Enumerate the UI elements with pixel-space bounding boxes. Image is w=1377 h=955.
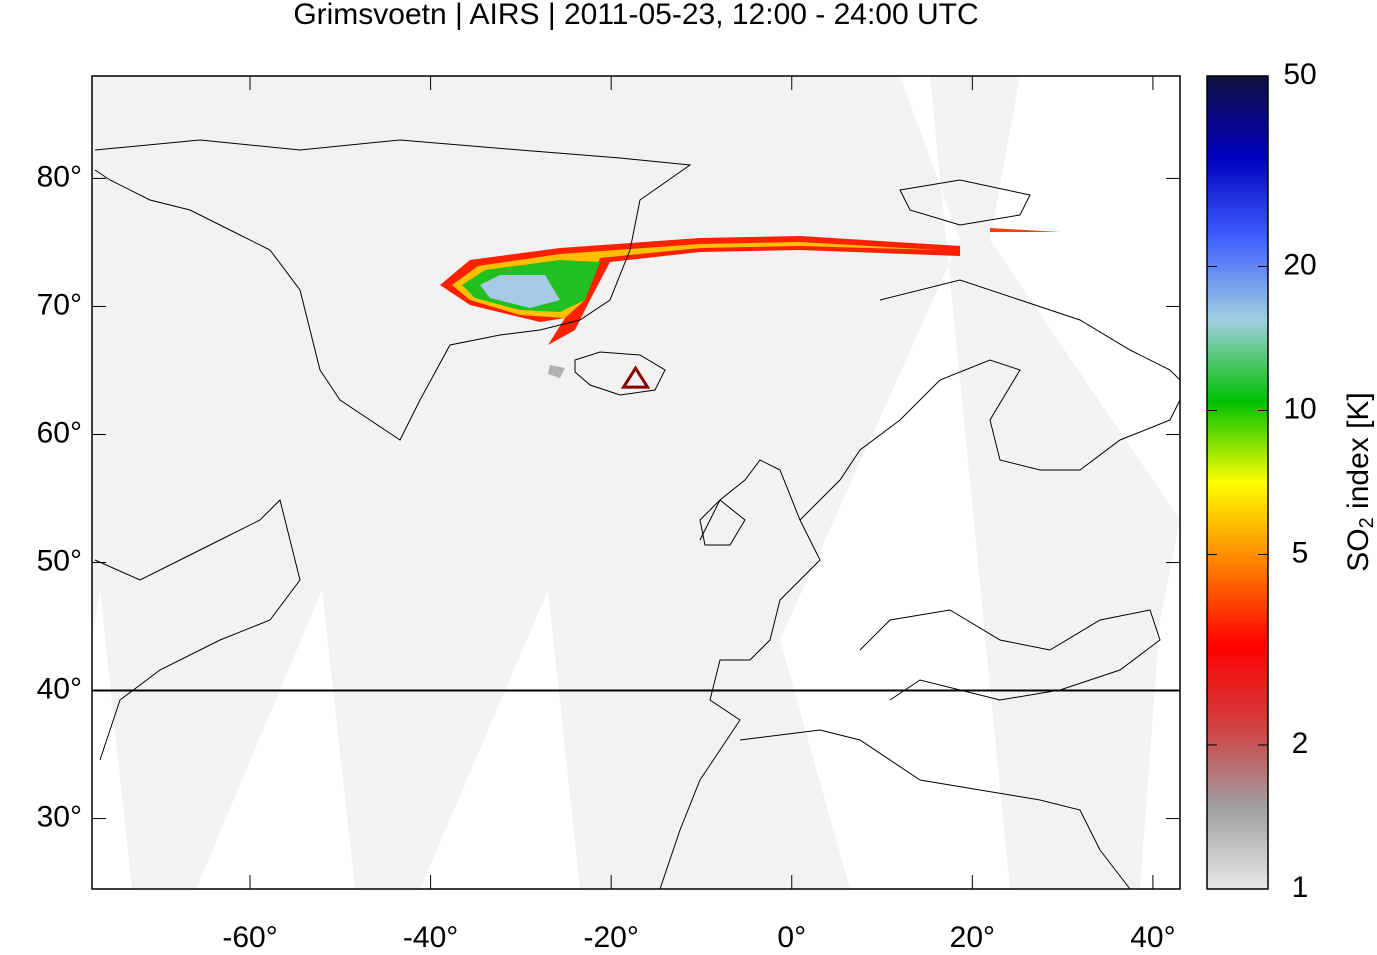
colorbar-label-rest: index [K] bbox=[1342, 392, 1375, 517]
y-tick-label: 30° bbox=[37, 801, 82, 834]
colorbar-label-sub: 2 bbox=[1356, 517, 1377, 528]
colorbar-tick-label: 2 bbox=[1292, 727, 1309, 760]
colorbar-tick-label: 1 bbox=[1292, 871, 1309, 904]
colorbar-label-main: SO bbox=[1342, 528, 1375, 571]
x-tick-label: 40° bbox=[1130, 921, 1175, 950]
swath-gaps bbox=[92, 76, 1180, 889]
y-tick-label: 40° bbox=[37, 672, 82, 705]
colorbar bbox=[1206, 75, 1269, 890]
colorbar-tick-label: 10 bbox=[1283, 392, 1316, 425]
so2-plume bbox=[440, 228, 1060, 378]
x-tick-label: 20° bbox=[950, 921, 995, 950]
y-tick-label: 60° bbox=[37, 416, 82, 449]
colorbar-label: SO2 index [K] bbox=[1342, 392, 1377, 572]
y-tick-label: 80° bbox=[37, 160, 82, 193]
volcano-marker bbox=[620, 365, 651, 389]
colorbar-tick-label: 20 bbox=[1283, 248, 1316, 281]
title: Grimsvoetn | AIRS | 2011-05-23, 12:00 - … bbox=[293, 0, 978, 31]
coastlines bbox=[94, 139, 1181, 890]
y-tick-label: 70° bbox=[37, 288, 82, 321]
x-tick-label: -20° bbox=[583, 921, 638, 950]
colorbar-tick-label: 50 bbox=[1283, 58, 1316, 91]
y-tick-label: 50° bbox=[37, 544, 82, 577]
x-tick-label: 0° bbox=[777, 921, 806, 950]
x-tick-label: -60° bbox=[222, 921, 277, 950]
map-frame bbox=[91, 75, 1181, 890]
colorbar-tick-label: 5 bbox=[1292, 536, 1309, 569]
x-tick-label: -40° bbox=[403, 921, 458, 950]
